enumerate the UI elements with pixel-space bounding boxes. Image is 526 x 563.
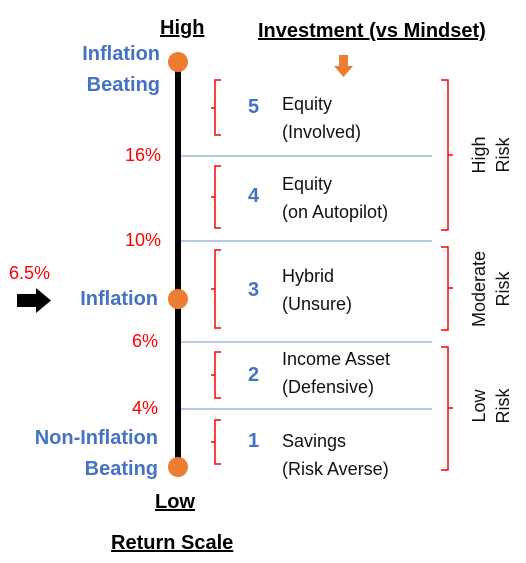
- brace-level-5: [211, 79, 221, 136]
- level-4-line1: Equity: [282, 174, 333, 194]
- level-2-line2: (Defensive): [282, 377, 375, 397]
- level-5-desc: Equity (Involved): [282, 90, 361, 146]
- level-5-line2: (Involved): [282, 122, 362, 142]
- right-arrow-icon: [17, 288, 51, 313]
- level-number-1: 1: [248, 430, 260, 452]
- risk-moderate-line2: Risk: [493, 271, 513, 307]
- marker-non-inflation: [168, 457, 188, 477]
- header-return-scale: Return Scale: [111, 532, 234, 554]
- threshold-6: 6%: [131, 331, 158, 351]
- brace-level-4: [211, 165, 221, 229]
- brace-moderate-risk: [441, 246, 453, 331]
- label-inflation-rate: 6.5%: [9, 263, 51, 283]
- marker-inflation: [168, 289, 188, 309]
- label-inflation-beating-1: Inflation: [82, 43, 160, 65]
- level-number-4: 4: [248, 185, 260, 207]
- brace-level-1: [211, 419, 221, 465]
- header-high: High: [160, 17, 205, 39]
- down-arrow-icon: [334, 55, 353, 77]
- risk-moderate-line1: Moderate: [469, 250, 489, 328]
- risk-low-line2: Risk: [493, 388, 513, 424]
- level-3-line2: (Unsure): [282, 294, 353, 314]
- risk-low-line1: Low: [469, 389, 489, 423]
- level-number-2: 2: [248, 364, 260, 386]
- threshold-10: 10%: [124, 230, 161, 250]
- label-non-inflation-1: Non-Inflation: [34, 427, 158, 449]
- header-investment: Investment (vs Mindset): [258, 20, 486, 42]
- label-inflation: Inflation: [80, 288, 158, 310]
- threshold-16: 16%: [124, 145, 161, 165]
- label-non-inflation-2: Beating: [84, 458, 158, 480]
- level-1-desc: Savings (Risk Averse): [282, 427, 389, 483]
- brace-level-2: [211, 351, 221, 399]
- brace-high-risk: [441, 79, 453, 231]
- risk-high-line2: Risk: [493, 137, 513, 173]
- brace-low-risk: [441, 346, 453, 471]
- level-4-desc: Equity (on Autopilot): [282, 170, 388, 226]
- risk-high-line1: High: [469, 136, 489, 174]
- level-5-line1: Equity: [282, 94, 333, 114]
- header-low: Low: [155, 491, 195, 513]
- level-4-line2: (on Autopilot): [282, 202, 389, 222]
- level-2-line1: Income Asset: [282, 349, 391, 369]
- risk-label-high: High Risk: [467, 105, 515, 205]
- level-1-line2: (Risk Averse): [282, 459, 389, 479]
- threshold-4: 4%: [131, 398, 158, 418]
- risk-label-moderate: Moderate Risk: [467, 239, 515, 339]
- level-3-line1: Hybrid: [282, 266, 335, 286]
- brace-level-3: [211, 249, 221, 329]
- level-1-line1: Savings: [282, 431, 347, 451]
- label-inflation-beating-2: Beating: [86, 74, 160, 96]
- level-number-3: 3: [248, 279, 260, 301]
- level-3-desc: Hybrid (Unsure): [282, 262, 352, 318]
- level-2-desc: Income Asset (Defensive): [282, 345, 390, 401]
- risk-label-low: Low Risk: [467, 356, 515, 456]
- level-number-5: 5: [248, 96, 260, 118]
- marker-inflation-beating: [168, 52, 188, 72]
